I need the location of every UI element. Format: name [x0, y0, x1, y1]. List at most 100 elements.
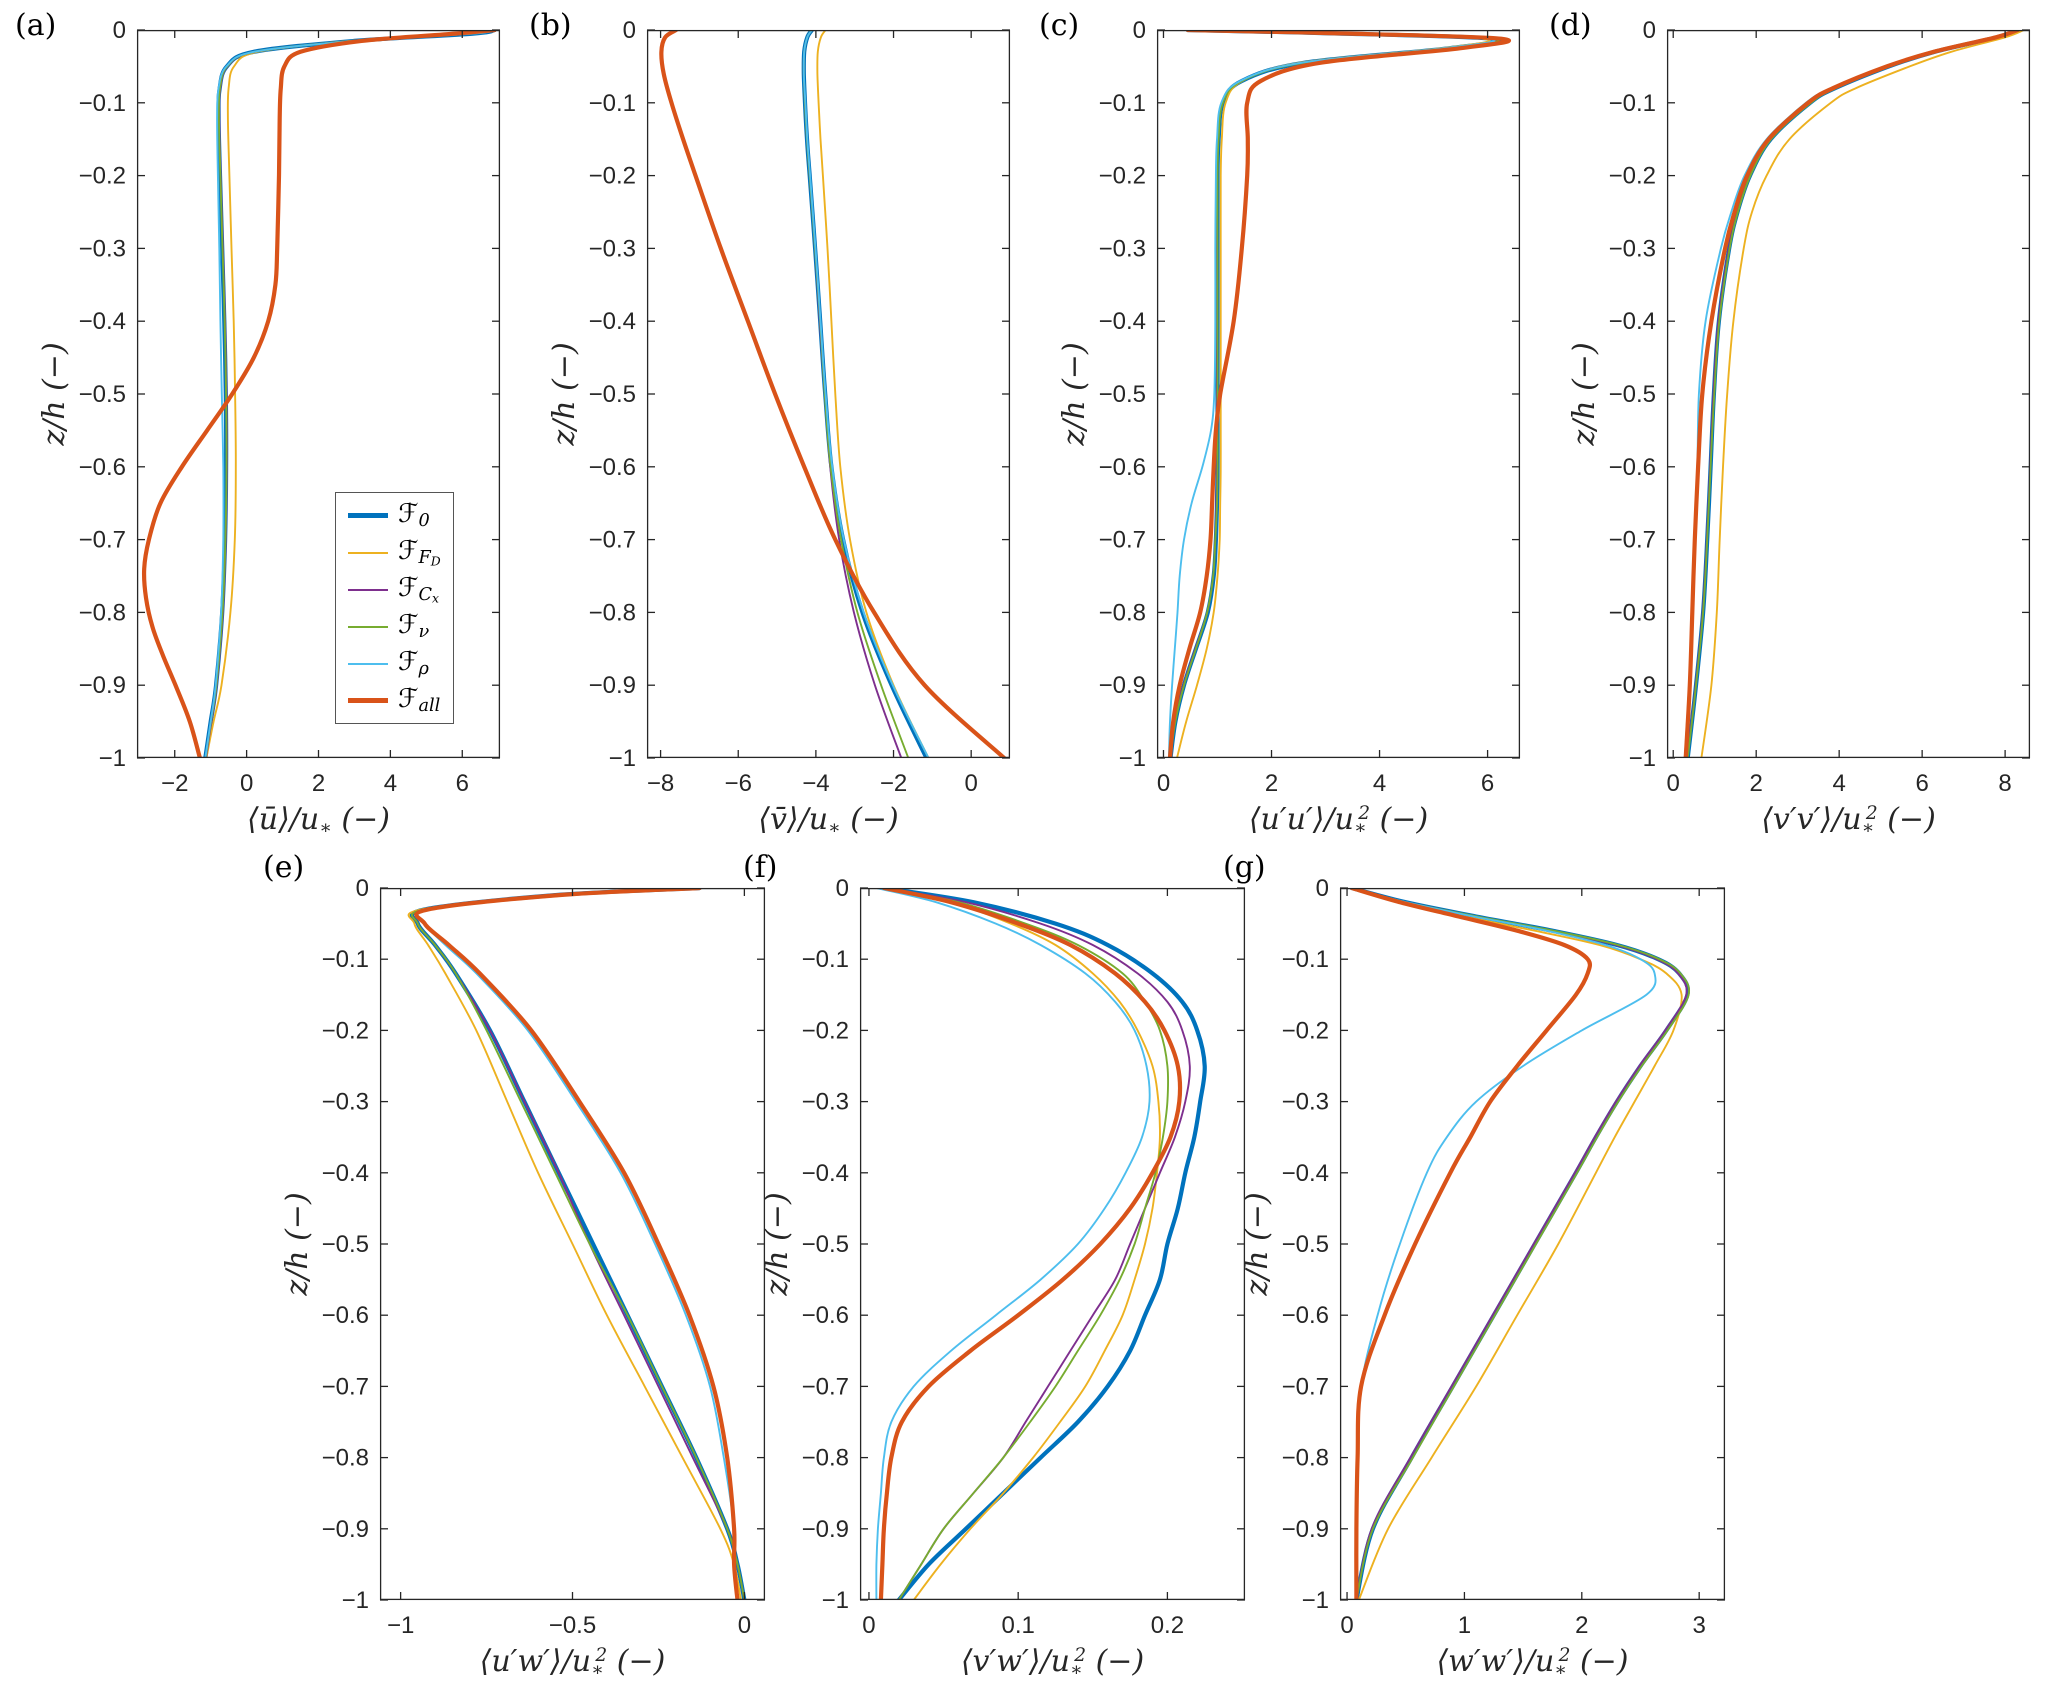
x-tick-label: −1 [387, 1612, 414, 1639]
plot-panel-e: −1 −0.5 0 0 −0.1 −0.2 −0.3 −0.4 −0.5 −0.6 −0.7 −0.8… [322, 875, 766, 1639]
series-line-Fall [1349, 888, 1593, 1600]
x-tick-label: 0 [240, 770, 253, 797]
x-tick-label: 2 [1265, 770, 1278, 797]
y-tick-label: −0.7 [322, 1373, 369, 1400]
y-tick-label: −0.9 [322, 1516, 369, 1543]
y-axis-label-g: z/h (−) [1240, 1192, 1275, 1296]
panel-label-d: (d) [1549, 8, 1592, 43]
panel-label-e: (e) [263, 850, 305, 885]
y-tick-label: −0.7 [589, 527, 636, 554]
y-tick-label: −0.3 [322, 1089, 369, 1116]
axes-box [646, 29, 1011, 759]
legend-label: ℱall [398, 684, 441, 717]
series-line-Fall [414, 888, 740, 1600]
tick-labels: −8 −6 −4 −2 0 0 −0.1 −0.2 −0.3 −0.4 −0.5 −0.6 −0.7 −0… [589, 17, 978, 797]
y-tick-label: −0.4 [1099, 308, 1146, 335]
x-tick-label: 0.2 [1151, 1612, 1184, 1639]
plot-panel-f: 0 0.1 0.2 0 −0.1 −0.2 −0.3 −0.4 −0.5 −0.6 −0.7 −0.8… [802, 875, 1246, 1639]
axis-ticks [1667, 29, 2030, 759]
axes-box [1666, 29, 2031, 759]
x-tick-label: 4 [384, 770, 397, 797]
x-tick-label: −0.5 [549, 1612, 596, 1639]
series-line-Fnu [1350, 888, 1691, 1600]
y-tick-label: −0.3 [1282, 1089, 1329, 1116]
y-axis-label-f: z/h (−) [760, 1192, 795, 1296]
y-tick-label: −0.9 [1099, 672, 1146, 699]
y-tick-label: −0.3 [79, 235, 126, 262]
panel-label-f: (f) [743, 850, 778, 885]
series-line-Fall [1683, 30, 2020, 758]
y-tick-label: −0.1 [322, 946, 369, 973]
x-tick-label: 8 [1998, 770, 2011, 797]
y-tick-label: −0.2 [802, 1017, 849, 1044]
y-tick-label: −0.8 [1099, 599, 1146, 626]
legend-line-sample [348, 698, 388, 703]
series-line-F0 [1349, 888, 1690, 1600]
plot-panel-a: −2 0 2 4 6 0 −0.1 −0.2 −0.3 −0.4 −0.5 −0.6 −0.7 −0.8 −… [79, 17, 501, 797]
x-tick-label: 6 [1915, 770, 1928, 797]
y-tick-label: −0.2 [1609, 163, 1656, 190]
series-line-Fall [659, 30, 1007, 758]
y-tick-label: −0.9 [1282, 1516, 1329, 1543]
y-tick-label: −0.8 [79, 599, 126, 626]
y-tick-label: −1 [1302, 1587, 1329, 1614]
y-tick-label: −0.1 [79, 90, 126, 117]
y-tick-label: −0.7 [1282, 1373, 1329, 1400]
y-axis-label-e: z/h (−) [280, 1192, 315, 1296]
y-tick-label: −0.8 [589, 599, 636, 626]
legend-line-sample [348, 588, 388, 591]
y-tick-label: −0.9 [802, 1516, 849, 1543]
x-tick-label: 1 [1458, 1612, 1471, 1639]
y-tick-label: 0 [113, 17, 126, 44]
series-line-Fnu [882, 888, 1170, 1600]
x-tick-label: 4 [1373, 770, 1386, 797]
legend-item: ℱCx [336, 571, 453, 608]
tick-labels: 0 2 4 6 8 0 −0.1 −0.2 −0.3 −0.4 −0.5 −0.6 −0.7 −0.8 −0… [1609, 17, 2012, 797]
y-tick-label: −0.3 [1099, 235, 1146, 262]
x-axis-label-e: ⟨u′w′⟩/u∗2 (−) [479, 1644, 666, 1681]
legend-label: ℱν [398, 610, 430, 643]
x-tick-label: 0 [738, 1612, 751, 1639]
x-tick-label: 0 [1667, 770, 1680, 797]
series-line-FFD [816, 30, 930, 758]
series-line-F0 [801, 30, 929, 758]
y-tick-label: −0.1 [589, 90, 636, 117]
y-tick-label: −0.1 [1099, 90, 1146, 117]
x-tick-label: 2 [1575, 1612, 1588, 1639]
y-tick-label: −0.5 [322, 1231, 369, 1258]
y-tick-label: −0.1 [1609, 90, 1656, 117]
y-tick-label: −0.2 [1282, 1017, 1329, 1044]
series-line-FFD [882, 888, 1161, 1600]
y-axis-label-a: z/h (−) [37, 342, 72, 446]
y-tick-label: −1 [342, 1587, 369, 1614]
x-tick-label: 2 [1750, 770, 1763, 797]
series-line-Fall [1167, 30, 1511, 758]
y-tick-label: −0.5 [589, 381, 636, 408]
y-tick-label: −0.4 [79, 308, 126, 335]
legend-label: ℱCx [398, 573, 439, 606]
y-tick-label: −1 [822, 1587, 849, 1614]
axes-box [859, 887, 1246, 1601]
tick-labels: 0 0.1 0.2 0 −0.1 −0.2 −0.3 −0.4 −0.5 −0.6 −0.7 −0.8… [802, 875, 1184, 1639]
y-tick-label: 0 [1316, 875, 1329, 902]
y-tick-label: −0.2 [589, 163, 636, 190]
y-tick-label: −0.4 [1282, 1160, 1329, 1187]
curves-d [1683, 30, 2025, 758]
series-line-Frho [1683, 30, 2019, 758]
series-line-FCx [411, 888, 746, 1600]
series-line-Frho [1350, 888, 1657, 1600]
curves-f [875, 888, 1207, 1600]
legend-item: ℱ0 [336, 497, 453, 534]
y-tick-label: −0.8 [802, 1445, 849, 1472]
x-tick-label: 0 [1157, 770, 1170, 797]
series-line-Fall [141, 30, 497, 758]
y-tick-label: −0.8 [322, 1445, 369, 1472]
x-tick-label: −8 [647, 770, 674, 797]
y-tick-label: −0.4 [322, 1160, 369, 1187]
y-tick-label: −0.1 [802, 946, 849, 973]
series-line-Frho [204, 30, 496, 758]
panel-label-a: (a) [15, 8, 57, 43]
series-line-FFD [407, 888, 742, 1600]
x-axis-label-d: ⟨v′v′⟩/u∗2 (−) [1761, 802, 1936, 839]
